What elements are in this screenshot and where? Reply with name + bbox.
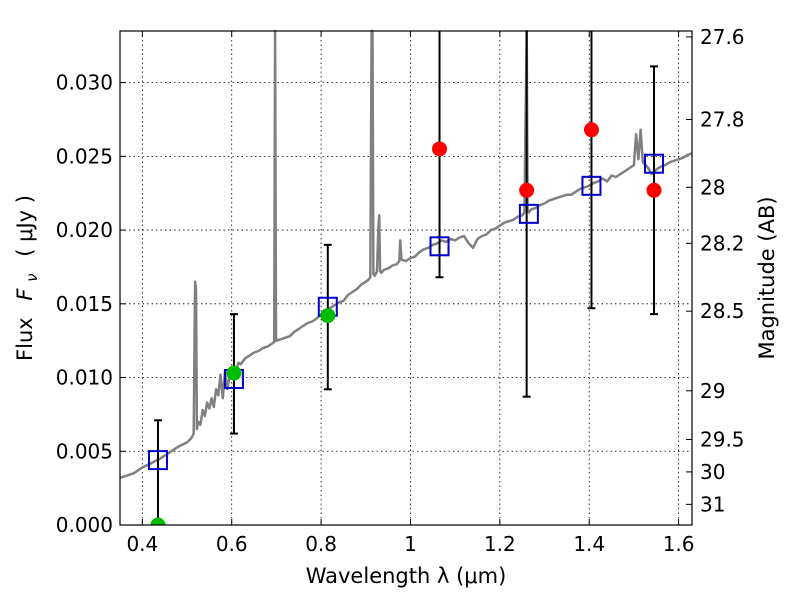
upper-limit-point	[583, 122, 599, 138]
x-tick-label: 1.4	[573, 532, 605, 556]
x-tick-label: 1	[404, 532, 417, 556]
right-y-tick-label: 28.5	[700, 299, 745, 323]
x-axis-title: Wavelength λ (μm)	[306, 564, 507, 588]
upper-limit-point	[432, 141, 448, 157]
detection-point	[150, 517, 166, 525]
right-y-tick-label: 28	[700, 175, 725, 199]
error-bars	[153, 31, 659, 525]
right-y-tick-label: 29	[700, 379, 725, 403]
y-axis-title: Flux F ν ( μJy )	[13, 195, 42, 361]
y-tick-label: 0.015	[56, 292, 113, 316]
y-axis-title-unit: ( μJy )	[13, 195, 37, 257]
right-y-axis-title: Magnitude (AB)	[755, 196, 779, 359]
right-y-tick-label: 29.5	[700, 427, 745, 451]
detection-point	[320, 308, 336, 324]
grid-lines	[120, 31, 692, 526]
right-y-tick-label: 27.6	[700, 25, 745, 49]
y-tick-label: 0.000	[56, 513, 113, 537]
right-y-tick-label: 30	[700, 460, 725, 484]
right-y-tick-label: 27.8	[700, 107, 745, 131]
model-photometry-square	[644, 153, 665, 174]
y-axis-title-symbol: F	[13, 288, 37, 301]
upper-limit-point	[646, 182, 662, 198]
y-axis-title-prefix: Flux	[13, 317, 37, 361]
y-tick-label: 0.025	[56, 144, 113, 168]
model-photometry-square	[147, 450, 168, 471]
upper-limit-point	[519, 182, 535, 198]
x-tick-label: 1.2	[484, 532, 516, 556]
axis-ticks	[120, 31, 692, 526]
model-photometry-square	[581, 175, 602, 196]
x-tick-label: 0.4	[126, 532, 158, 556]
y-tick-label: 0.030	[56, 71, 113, 95]
y-tick-label: 0.020	[56, 218, 113, 242]
y-tick-label: 0.005	[56, 439, 113, 463]
model-photometry-square	[429, 236, 450, 257]
model-photometry-square	[518, 203, 539, 224]
x-tick-label: 0.8	[305, 532, 337, 556]
y-tick-label: 0.010	[56, 366, 113, 390]
x-tick-label: 1.6	[663, 532, 695, 556]
right-y-tick-label: 31	[700, 492, 725, 516]
y-axis-title-subscript: ν	[23, 273, 41, 281]
x-tick-label: 0.6	[216, 532, 248, 556]
right-y-tick-label: 28.2	[700, 231, 745, 255]
data-markers	[147, 122, 665, 525]
model-spectrum-line	[119, 29, 693, 479]
plot-frame	[119, 30, 693, 526]
detection-point	[226, 365, 242, 381]
